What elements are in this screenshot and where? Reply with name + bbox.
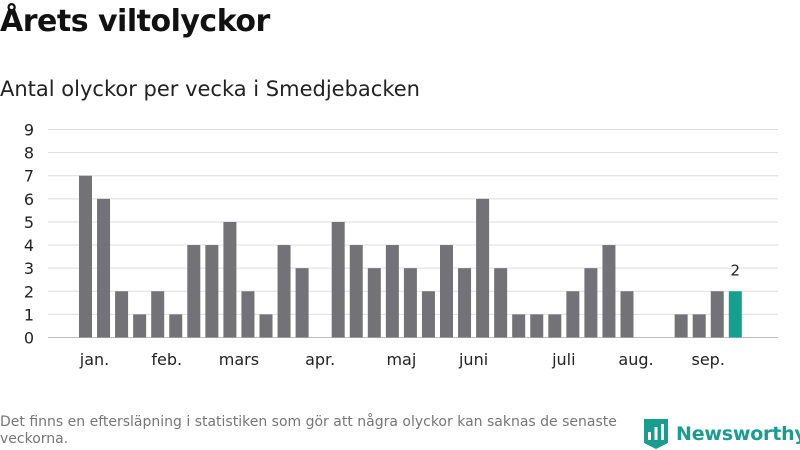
- bar: [331, 221, 345, 338]
- bar: [476, 198, 490, 338]
- y-tick-label: 8: [24, 144, 34, 163]
- bar-layer: [79, 175, 742, 338]
- bar: [367, 268, 381, 338]
- bar: [385, 245, 399, 338]
- bar: [133, 314, 147, 338]
- bar: [151, 291, 165, 338]
- bar: [79, 175, 92, 338]
- y-tick-label: 6: [24, 190, 34, 209]
- y-tick-label: 1: [24, 305, 34, 324]
- newsworthy-logo-icon: [644, 419, 668, 449]
- bar: [602, 245, 616, 338]
- y-tick-label: 4: [24, 236, 34, 255]
- bar: [403, 268, 417, 338]
- bar: [548, 314, 562, 338]
- bar: [440, 245, 453, 338]
- bar: [115, 291, 129, 338]
- bar: [494, 268, 508, 338]
- bar: [169, 314, 183, 338]
- x-tick-label: jan.: [79, 350, 109, 369]
- y-tick-label: 0: [24, 329, 34, 348]
- x-tick-label: mars: [219, 350, 259, 369]
- x-tick-label: juli: [551, 350, 575, 369]
- bar: [241, 291, 255, 338]
- bar: [710, 291, 724, 338]
- annotation-layer: 2: [731, 261, 741, 279]
- bar: [277, 245, 291, 338]
- bar: [97, 198, 111, 338]
- y-tick-label: 5: [24, 213, 34, 232]
- newsworthy-logo-text: Newsworthy: [676, 423, 800, 445]
- bar: [674, 314, 688, 338]
- footnote: Det finns en eftersläpning i statistiken…: [0, 414, 617, 447]
- bar: [421, 291, 435, 338]
- highlight-value-label: 2: [731, 261, 741, 279]
- y-tick-label: 7: [24, 167, 34, 186]
- y-tick-label: 2: [24, 282, 34, 301]
- bar: [620, 291, 634, 338]
- bar: [530, 314, 544, 338]
- y-tick-label: 3: [24, 259, 34, 278]
- bar: [349, 245, 363, 338]
- x-tick-label: aug.: [618, 350, 653, 369]
- x-axis-month-labels: jan. feb. mars apr. maj juni juli aug. sep.: [79, 350, 725, 369]
- bar: [512, 314, 526, 338]
- y-tick-label: 9: [24, 121, 34, 140]
- bar: [584, 268, 598, 338]
- bar: [295, 268, 309, 338]
- chart-title: Årets viltolyckor: [0, 4, 270, 39]
- newsworthy-logo[interactable]: Newsworthy: [644, 419, 800, 449]
- x-tick-label: feb.: [151, 350, 182, 369]
- bar: [259, 314, 273, 338]
- bar: [187, 245, 201, 338]
- x-tick-label: apr.: [305, 350, 335, 369]
- bar: [223, 221, 237, 338]
- x-tick-label: juni: [458, 350, 488, 369]
- x-tick-label: sep.: [692, 350, 725, 369]
- x-tick-label: maj: [386, 350, 416, 369]
- bar: [205, 245, 219, 338]
- bar: [692, 314, 706, 338]
- y-axis-tick-labels: 0 1 2 3 4 5 6 7 8 9: [24, 121, 34, 348]
- bar: [458, 268, 472, 338]
- weekly-accidents-bar-chart: 0 1 2 3 4 5 6 7 8 9 jan. feb. mars apr. maj juni juli au…: [24, 121, 778, 369]
- chart-subtitle: Antal olyckor per vecka i Smedjebacken: [0, 77, 420, 101]
- bar: [566, 291, 580, 338]
- bar-highlight: [728, 291, 742, 338]
